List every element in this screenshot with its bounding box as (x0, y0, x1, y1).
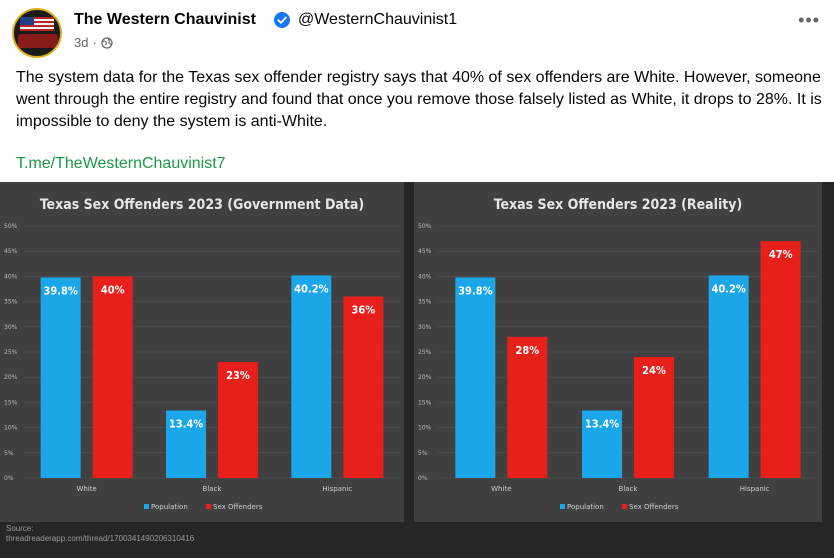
y-tick-label: 0% (418, 475, 428, 482)
bar-data-label: 23% (226, 369, 250, 382)
bar-sex-offenders (218, 362, 258, 478)
legend-label: Sex Offenders (629, 503, 679, 511)
bar-data-label: 24% (642, 364, 666, 377)
bar-data-label: 39.8% (43, 284, 77, 297)
legend-label: Population (151, 503, 188, 511)
bar-population (582, 410, 622, 478)
post-header: The Western Chauvinist @WesternChauvinis… (12, 6, 822, 58)
bar-sex-offenders (343, 296, 384, 478)
chart-government-svg: Texas Sex Offenders 2023 (Government Dat… (4, 197, 400, 511)
chart-government: Texas Sex Offenders 2023 (Government Dat… (0, 182, 404, 522)
bar-population (291, 275, 332, 478)
y-tick-label: 5% (4, 450, 14, 457)
bar-data-label: 36% (351, 304, 375, 317)
bar-data-label: 39.8% (458, 284, 492, 297)
author-handle[interactable]: @WesternChauvinist1 (298, 11, 458, 28)
globe-icon[interactable] (101, 36, 113, 49)
y-tick-label: 35% (418, 299, 432, 306)
bar-data-label: 28% (515, 344, 539, 357)
y-tick-label: 45% (418, 248, 432, 255)
more-options-button[interactable]: ••• (798, 10, 820, 30)
x-category-label: White (76, 485, 96, 493)
chart-title: Texas Sex Offenders 2023 (Government Dat… (40, 197, 364, 213)
bar-data-label: 13.4% (169, 417, 203, 430)
bar-data-label: 40% (101, 283, 125, 296)
legend-swatch (144, 504, 149, 509)
y-tick-label: 15% (4, 399, 18, 406)
bar-population (166, 410, 206, 478)
y-tick-label: 25% (418, 349, 432, 356)
y-tick-label: 0% (4, 475, 14, 482)
y-tick-label: 40% (418, 273, 432, 280)
x-category-label: Black (619, 485, 639, 493)
bar-population (40, 277, 81, 478)
bar-data-label: 13.4% (585, 417, 619, 430)
bar-sex-offenders (634, 357, 674, 478)
post-meta: 3d · (74, 35, 113, 50)
y-tick-label: 45% (4, 248, 18, 255)
chart-reality: Texas Sex Offenders 2023 (Reality) 0% 5% 10… (414, 182, 822, 522)
bar-data-label: 40.2% (711, 282, 745, 295)
y-tick-label: 50% (418, 223, 432, 230)
post-image[interactable]: Texas Sex Offenders 2023 (Government Dat… (0, 182, 834, 558)
post-time[interactable]: 3d (74, 35, 89, 50)
x-category-label: Hispanic (740, 485, 770, 493)
y-tick-label: 30% (418, 324, 432, 331)
x-category-label: White (491, 485, 511, 493)
author-name[interactable]: The Western Chauvinist (74, 11, 256, 28)
bar-sex-offenders (507, 336, 548, 478)
chart-reality-svg: Texas Sex Offenders 2023 (Reality) 0% 5% 10… (418, 197, 818, 511)
bar-data-label: 47% (769, 248, 793, 261)
source-url: threadreaderapp.com/thread/1700341490206… (6, 534, 195, 543)
flag-canton (20, 17, 34, 25)
y-tick-label: 30% (4, 324, 18, 331)
legend-swatch (206, 504, 211, 509)
y-tick-label: 25% (4, 349, 18, 356)
y-tick-label: 10% (4, 425, 18, 432)
image-source: Source: threadreaderapp.com/thread/17003… (6, 524, 194, 544)
bar-data-label: 40.2% (294, 282, 328, 295)
bar-population (708, 275, 749, 478)
y-tick-label: 10% (418, 425, 432, 432)
x-category-label: Hispanic (322, 485, 352, 493)
y-tick-label: 40% (4, 273, 18, 280)
legend-swatch (622, 504, 627, 509)
y-tick-label: 35% (4, 299, 18, 306)
bar-sex-offenders (760, 241, 801, 478)
legend-label: Population (567, 503, 604, 511)
y-tick-label: 20% (418, 374, 432, 381)
x-category-label: Black (203, 485, 223, 493)
y-tick-label: 50% (4, 223, 18, 230)
post-text: The system data for the Texas sex offend… (16, 69, 822, 130)
y-tick-label: 15% (418, 399, 432, 406)
source-label: Source: (6, 524, 34, 533)
verified-badge-icon (274, 12, 290, 28)
y-tick-label: 20% (4, 374, 18, 381)
y-tick-label: 5% (418, 450, 428, 457)
legend-label: Sex Offenders (213, 503, 263, 511)
bar-population (455, 277, 496, 478)
telegram-link[interactable]: T.me/TheWesternChauvinist7 (16, 155, 226, 172)
avatar[interactable] (12, 8, 62, 58)
legend-swatch (560, 504, 565, 509)
meta-separator: · (92, 35, 97, 50)
chart-title: Texas Sex Offenders 2023 (Reality) (494, 197, 743, 213)
avatar-artwork (18, 34, 58, 48)
bar-sex-offenders (92, 276, 133, 478)
